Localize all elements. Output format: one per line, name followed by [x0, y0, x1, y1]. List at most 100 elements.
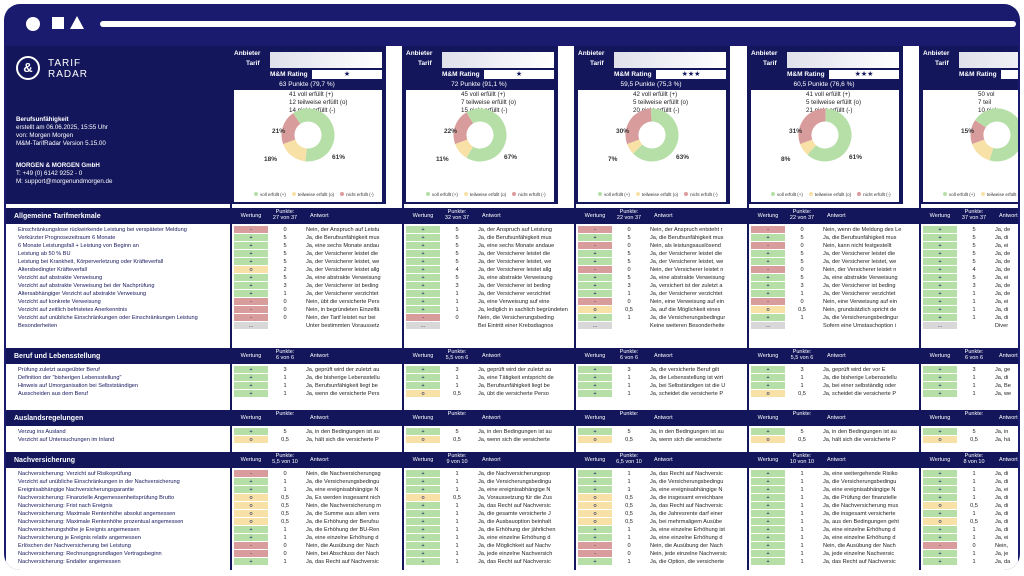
answer-cell[interactable]: Nein, die Versicherungsbeding — [478, 315, 554, 321]
answer-cell[interactable]: Ja, geprüft wird der zuletzt au — [478, 367, 552, 373]
table-row[interactable]: Nachversicherung je Ereignis relativ ang… — [6, 534, 1018, 542]
answer-cell[interactable]: Ja, die Versicherungsbedingu — [478, 479, 552, 485]
answer-cell[interactable]: Ja, hält sich die versicherte P — [823, 437, 896, 443]
table-row[interactable]: Nachversicherung: Maximale Rentenhöhe pr… — [6, 518, 1018, 526]
answer-cell[interactable]: Ja, der Anspruch auf Leistung — [478, 227, 553, 233]
answer-cell[interactable]: Ja, di — [995, 471, 1009, 477]
answer-cell[interactable]: Ja, die Möglichkeit auf Nachv — [478, 543, 551, 549]
answer-cell[interactable]: Nein, die Nachversicherungsg — [306, 471, 381, 477]
answer-cell[interactable]: Ja, di — [995, 519, 1009, 525]
answer-cell[interactable]: Ja, der Versicherer verzichtet — [650, 291, 723, 297]
answer-cell[interactable]: Ja, die Erhöhung der BU-Ren — [306, 527, 380, 533]
answer-cell[interactable]: Ja, das Recht auf Nachversic — [650, 471, 723, 477]
answer-cell[interactable]: Ja, in den Bedingungen ist au — [650, 429, 724, 435]
table-row[interactable]: Nachversicherung: Frist nach Ereignis o 0,… — [6, 502, 1018, 510]
answer-cell[interactable]: Ja, das Recht auf Nachversic — [478, 559, 551, 565]
answer-cell[interactable]: Ja, die Lebensstellung ist wirt — [650, 375, 724, 381]
answer-cell[interactable]: Ja, in den Bedingungen ist au — [306, 429, 380, 435]
table-row[interactable]: Nachversicherung: Verzicht auf Risikoprü… — [6, 470, 1018, 478]
answer-cell[interactable]: Ja, scheidet die versicherte P — [650, 391, 724, 397]
answer-cell[interactable]: Ja, eine einzelne Erhöhung d — [650, 535, 723, 541]
answer-cell[interactable]: Ja, die Versicherungsbedingu — [823, 479, 897, 485]
answer-cell[interactable]: Ja, hä — [995, 437, 1011, 443]
answer-cell[interactable]: Ja, die versicherte Beruf gilt — [650, 367, 720, 373]
answer-cell[interactable]: Ja, Berufsunfähigkeit liegt be — [306, 383, 378, 389]
answer-cell[interactable]: Ja, ei — [995, 487, 1009, 493]
answer-cell[interactable]: Sofern eine Umstaschoption i — [823, 323, 897, 329]
answer-cell[interactable]: Ja, in — [995, 429, 1009, 435]
answer-cell[interactable]: Ja, scheidet die versicherte P — [823, 391, 897, 397]
answer-cell[interactable]: Nein, eine Verweisung auf ein — [650, 299, 725, 305]
answer-cell[interactable]: Ja, der Versicherer leistet allg — [478, 267, 552, 273]
answer-cell[interactable]: Ja, eine einzelne Erhöhung d — [306, 535, 379, 541]
answer-cell[interactable]: Ja, ei — [995, 535, 1009, 541]
answer-cell[interactable]: Ja, hält sich die versicherte P — [306, 437, 379, 443]
answer-cell[interactable]: Ja, in den Bedingungen ist au — [478, 429, 552, 435]
answer-cell[interactable]: Nein, die Ausübung der Nach — [306, 543, 379, 549]
answer-cell[interactable]: Ja, de — [995, 291, 1011, 297]
answer-cell[interactable]: Ja, die bisherige Lebensstellu — [823, 375, 897, 381]
answer-cell[interactable]: Ja, übt die versicherte Perso — [478, 391, 549, 397]
table-row[interactable]: Verzicht auf unübliche Einschränkungen o… — [6, 314, 1018, 322]
table-row[interactable]: Verzicht auf Untersuchungen im Inland o 0,… — [6, 436, 1018, 444]
table-row[interactable]: Nachversicherung: Endalter angemessen +1 J… — [6, 558, 1018, 566]
answer-cell[interactable]: Nein, grundsätzlich spricht de — [823, 307, 897, 313]
answer-cell[interactable]: Ja, di — [995, 479, 1009, 485]
answer-cell[interactable]: Diver — [995, 323, 1009, 329]
answer-cell[interactable]: Nein, die Ausübung der Nach — [650, 543, 723, 549]
answer-cell[interactable]: Ja, aus den Bedingungen geht — [823, 519, 899, 525]
answer-cell[interactable]: Ja, di — [995, 375, 1009, 381]
answer-cell[interactable]: Ja, eine abstrakte Verweisung — [823, 275, 898, 281]
answer-cell[interactable]: Nein, die Nachversicherung m — [306, 503, 381, 509]
answer-cell[interactable]: Ja, geprüft wird der vor E — [823, 367, 886, 373]
answer-cell[interactable]: Ja, eine sechs Monate andau — [306, 243, 380, 249]
answer-cell[interactable]: Ja, eine ereignisabhängige N — [650, 487, 723, 493]
answer-cell[interactable]: Ja, de — [995, 283, 1011, 289]
answer-cell[interactable]: Ja, das Recht auf Nachversic — [478, 503, 551, 509]
answer-cell[interactable]: Ja, eine Verweisung auf eine — [478, 299, 550, 305]
answer-cell[interactable]: Ja, di — [995, 235, 1009, 241]
answer-cell[interactable]: Ja, versichert ist der zuletzt a — [650, 283, 723, 289]
answer-cell[interactable]: Ja, die Versicherungsbedingur — [650, 315, 726, 321]
table-row[interactable]: Ausscheiden aus dem Beruf +1 Ja, wenn die … — [6, 390, 1018, 398]
answer-cell[interactable]: Nein, — [995, 543, 1009, 549]
answer-cell[interactable]: Ja, jede einzelne Nachversich — [478, 551, 553, 557]
answer-cell[interactable]: Unter bestimmten Voraussetz — [306, 323, 380, 329]
answer-cell[interactable]: Ja, ei — [995, 243, 1009, 249]
answer-cell[interactable]: Ja, eine weitergehende Risiko — [823, 471, 898, 477]
answer-cell[interactable]: Nein, bei Abschluss der Nach — [306, 551, 380, 557]
table-row[interactable]: Erlöschen der Nachversicherung bei Leist… — [6, 542, 1018, 550]
table-row[interactable]: Hinweis auf Umorganisation bei Selbststä… — [6, 382, 1018, 390]
answer-cell[interactable]: Ja, di — [995, 527, 1009, 533]
table-row[interactable]: Einschränkungslose rückwirkende Leistung… — [6, 226, 1018, 234]
answer-cell[interactable]: Ja, der Versicherer leistet die — [650, 251, 723, 257]
table-row[interactable]: Verzicht auf abstrakte Verweisung bei de… — [6, 282, 1018, 290]
answer-cell[interactable]: Ja, eine einzelne Erhöhung d — [823, 527, 896, 533]
answer-cell[interactable]: Ja, je — [995, 551, 1009, 557]
answer-cell[interactable]: Ja, die Berufsunfähigkeit mus — [478, 235, 552, 241]
answer-cell[interactable]: Ja, ei — [995, 299, 1009, 305]
answer-cell[interactable]: Ja, der Versicherer verzichtet — [478, 291, 551, 297]
answer-cell[interactable]: Ja, bei einer selbständig oder — [823, 383, 897, 389]
answer-cell[interactable]: Nein, der Anspruch auf Leistu — [306, 227, 380, 233]
answer-cell[interactable]: Ja, der Versicherer leistet, we — [650, 259, 724, 265]
answer-cell[interactable]: Bei Eintritt einer Krebsdiagnos — [478, 323, 554, 329]
answer-cell[interactable]: Ja, die Prüfung der finanzielle — [823, 495, 897, 501]
answer-cell[interactable]: Ja, der Versicherer ist beding — [478, 283, 551, 289]
answer-cell[interactable]: Ja, bei Selbständigen ist die U — [650, 383, 726, 389]
answer-cell[interactable]: Ja, di — [995, 511, 1009, 517]
answer-cell[interactable]: Ja, die Option, die versicherte — [650, 559, 724, 565]
answer-cell[interactable]: Keine weiteren Besonderheite — [650, 323, 725, 329]
answer-cell[interactable]: Ja, eine abstrakte Verweisung — [306, 275, 381, 281]
answer-cell[interactable]: Ja, der Versicherer leistet, we — [306, 259, 380, 265]
answer-cell[interactable]: Ja, die Ausbauoption beinhalt — [478, 519, 552, 525]
answer-cell[interactable]: Ja, die Berufsunfähigkeit mus — [823, 235, 897, 241]
answer-cell[interactable]: Ja, da — [995, 559, 1011, 565]
answer-cell[interactable]: Ja, eine Tätigkeit entspricht de — [478, 375, 554, 381]
answer-cell[interactable]: Ja, in den Bedingungen ist au — [823, 429, 897, 435]
table-row[interactable]: Altersbedingter Kräfteverfall o 2 Ja, der V… — [6, 266, 1018, 274]
answer-cell[interactable]: Ja, der Versicherer ist beding — [306, 283, 379, 289]
answer-cell[interactable]: Ja, wenn die versicherte Pers — [306, 391, 380, 397]
answer-cell[interactable]: Nein, in begründeten Einzelfä — [306, 307, 380, 313]
answer-cell[interactable]: Ja, die Berufsunfähigkeit mus — [306, 235, 380, 241]
